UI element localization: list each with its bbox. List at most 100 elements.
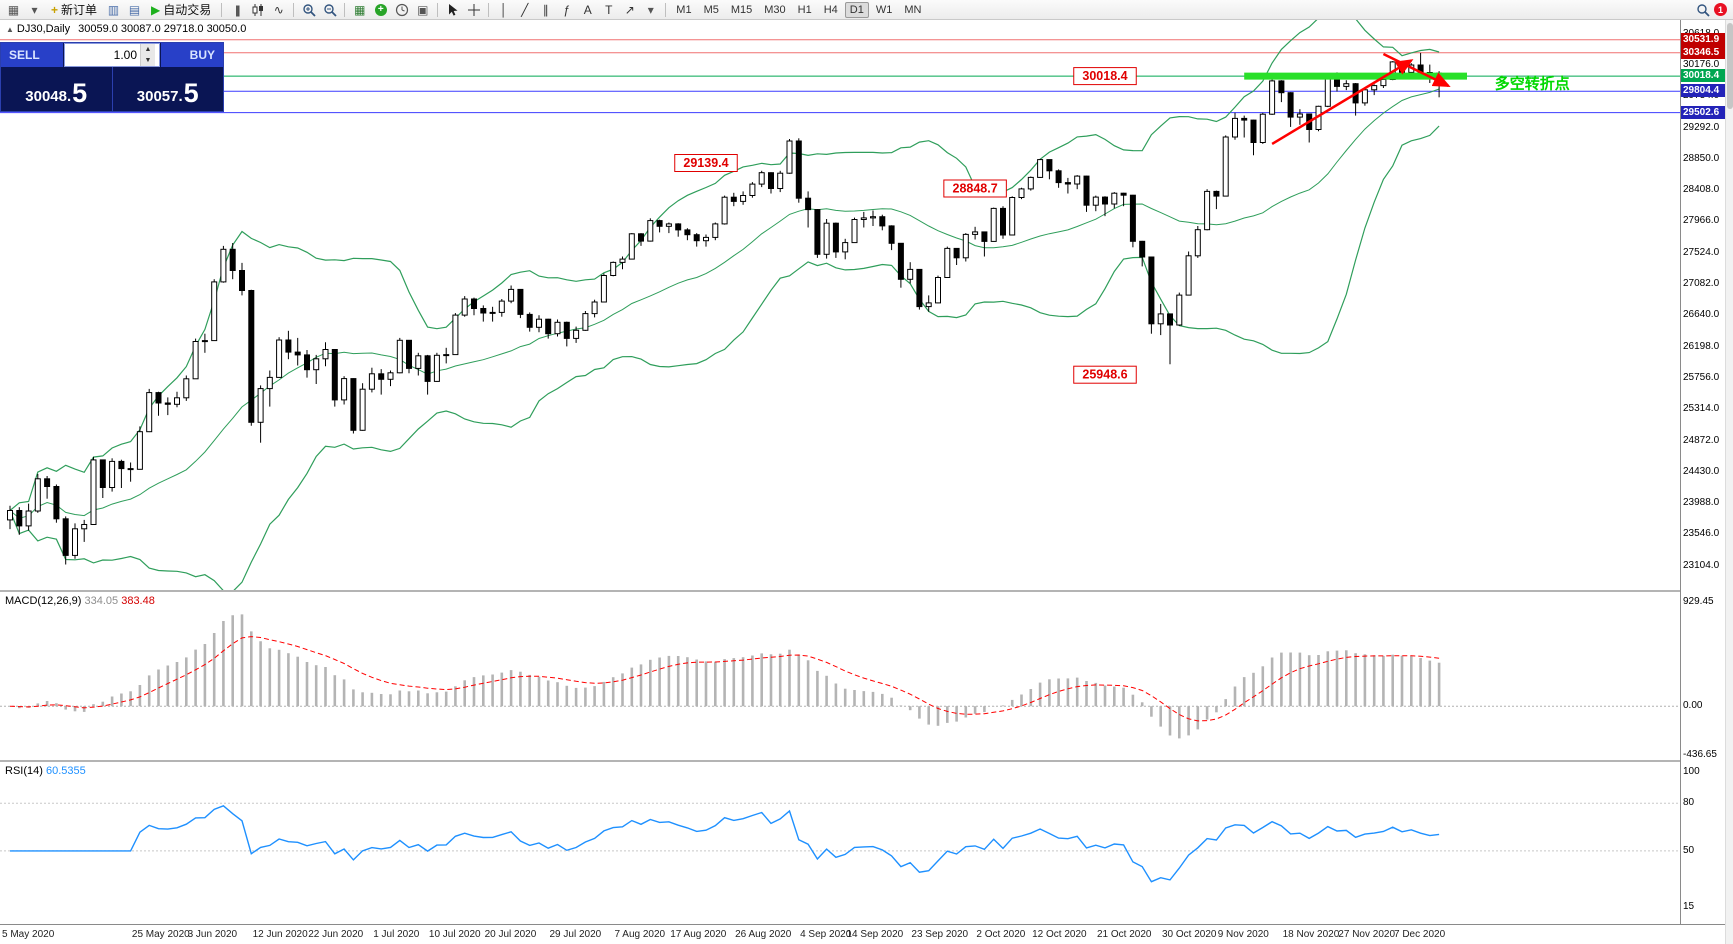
macd-indicator-label: MACD(12,26,9) 334.05 383.48 (5, 595, 155, 607)
buy-price-big: 5 (183, 78, 199, 108)
price-tag: 30018.4 (1681, 69, 1725, 83)
axis-tick-label: 23104.0 (1683, 559, 1720, 571)
timeframe-M5-button[interactable]: M5 (703, 3, 719, 16)
svg-text:28848.7: 28848.7 (953, 182, 998, 196)
vertical-line-icon[interactable]: │ (500, 2, 508, 17)
price-annotation[interactable]: 25948.6 (1073, 365, 1137, 384)
crosshair-icon[interactable] (464, 2, 483, 18)
timeframe-H1-button[interactable]: H1 (797, 3, 812, 16)
svg-text:29139.4: 29139.4 (683, 156, 728, 170)
price-annotation[interactable]: 28848.7 (943, 179, 1007, 198)
axis-tick-label: 29292.0 (1683, 121, 1720, 133)
volume-spinner: ▲ ▼ (140, 44, 155, 66)
price-annotation[interactable]: 29139.4 (674, 154, 738, 172)
axis-tick-label: 26198.0 (1683, 340, 1720, 352)
bar-chart-type-icon[interactable]: ||| (235, 2, 240, 17)
date-tick-label: 17 Aug 2020 (670, 929, 727, 940)
trend-arrow[interactable] (1271, 59, 1414, 145)
rsi-panel[interactable] (0, 762, 1680, 924)
date-tick-label: 23 Sep 2020 (911, 929, 969, 940)
main-chart-panel[interactable]: 30018.4 29139.4 28848.7 25948.6 多空转折点 (0, 20, 1680, 590)
timeframe-M15-button[interactable]: M15 (730, 3, 753, 16)
rsi-name: RSI(14) (5, 765, 43, 777)
toolbar-separator (344, 2, 346, 17)
axis-tick-label: 24430.0 (1683, 465, 1720, 477)
date-tick-label: 5 May 2020 (2, 929, 55, 940)
ohlc-label: 30059.0 30087.0 29718.0 30050.0 (78, 23, 247, 35)
date-tick-label: 4 Sep 2020 (800, 929, 852, 940)
buy-price[interactable]: 30057. 5 (113, 67, 224, 111)
new-order-button[interactable]: + 新订单 (46, 2, 102, 18)
candlestick-type-icon[interactable] (248, 2, 267, 18)
toolbar-separator (293, 2, 295, 17)
sell-price[interactable]: 30048. 5 (1, 67, 113, 111)
date-tick-label: 12 Jun 2020 (252, 929, 308, 940)
sell-price-big: 5 (72, 78, 88, 108)
bollinger-lower-band (9, 125, 1440, 590)
date-tick-label: 3 Jun 2020 (187, 929, 238, 940)
axis-tick-label: 28850.0 (1683, 152, 1720, 164)
axis-tick-label: 27524.0 (1683, 246, 1720, 258)
timeframe-D1-button[interactable]: D1 (844, 1, 869, 18)
macd-main-value: 334.05 (84, 595, 119, 607)
date-tick-label: 29 Jul 2020 (549, 929, 602, 940)
panel-separator[interactable] (0, 590, 1733, 592)
new-chart-icon[interactable]: ▦ (7, 2, 20, 17)
timeframe-M1-button[interactable]: M1 (676, 3, 692, 16)
template-icon[interactable]: ▣ (417, 2, 429, 17)
trend-arrow[interactable] (1382, 52, 1451, 88)
label-icon[interactable]: T (605, 2, 613, 17)
date-tick-label: 7 Aug 2020 (614, 929, 666, 940)
shapes-dropdown-icon[interactable]: ▾ (647, 2, 654, 17)
timeframe-MN-button[interactable]: MN (904, 3, 922, 16)
price-axis[interactable]: 23104.0 23546.0 23988.0 24430.0 24872.0 25314… (1680, 20, 1726, 924)
chart-window[interactable]: 30018.4 29139.4 28848.7 25948.6 多空转折点 23104.… (0, 20, 1733, 944)
date-tick-label: 1 Jul 2020 (373, 929, 420, 940)
axis-tick-label: 23546.0 (1683, 528, 1720, 540)
sell-button[interactable]: SELL (1, 43, 64, 67)
axis-tick-label: 25314.0 (1683, 403, 1720, 415)
cursor-icon[interactable] (443, 2, 462, 18)
zoom-in-icon[interactable] (299, 2, 318, 18)
notification-badge[interactable]: 1 (1714, 3, 1727, 16)
date-axis[interactable]: 5 May 2020 25 May 2020 3 Jun 2020 12 Jun 20… (0, 924, 1725, 944)
zoom-out-icon[interactable] (320, 2, 339, 18)
line-chart-type-icon[interactable]: ∿ (273, 2, 284, 17)
macd-signal-value: 383.48 (121, 595, 155, 607)
shapes-icon[interactable]: ↗ (624, 2, 635, 17)
tile-windows-icon[interactable]: ▦ (354, 2, 366, 17)
auto-trading-button-label: 自动交易 (163, 3, 212, 17)
text-icon[interactable]: A (583, 2, 592, 17)
macd-panel[interactable] (0, 592, 1680, 760)
axis-tick-label: 27966.0 (1683, 215, 1720, 227)
volume-down-button[interactable]: ▼ (141, 55, 155, 66)
volume-input[interactable] (65, 44, 140, 66)
date-tick-label: 27 Nov 2020 (1338, 929, 1396, 940)
panel-separator[interactable] (0, 760, 1733, 762)
new-order-button-icon: + (51, 2, 59, 17)
data-window-icon[interactable]: ▤ (128, 2, 141, 17)
date-tick-label: 14 Sep 2020 (846, 929, 904, 940)
search-icon[interactable] (1693, 2, 1712, 18)
timeframe-M30-button[interactable]: M30 (764, 3, 786, 16)
periods-icon[interactable] (392, 2, 411, 18)
buy-button[interactable]: BUY (160, 43, 223, 67)
channel-icon[interactable]: ∥ (542, 2, 549, 17)
toolbar: ▦ ▾ + 新订单 ▥ ▤ ▶ 自动交易 ||| ∿ ▦ + ▣ │ ╱ ∥ ƒ A T ↗ ▾ M1 M5 M15 M30 H1… (0, 0, 1733, 20)
vertical-scrollbar[interactable] (1725, 20, 1733, 944)
timeframe-W1-button[interactable]: W1 (875, 3, 893, 16)
volume-field: ▲ ▼ (64, 43, 160, 67)
turning-point-note[interactable]: 多空转折点 (1495, 75, 1570, 93)
volume-up-button[interactable]: ▲ (141, 44, 155, 55)
buy-price-main: 30057. (136, 88, 183, 105)
trendline-icon[interactable]: ╱ (521, 2, 529, 17)
auto-trading-button[interactable]: ▶ 自动交易 (146, 2, 216, 18)
svg-text:30018.4: 30018.4 (1082, 69, 1127, 83)
add-indicator-icon[interactable]: + (371, 2, 390, 18)
chart-list-dropdown-icon[interactable]: ▾ (31, 2, 38, 17)
fibonacci-icon[interactable]: ƒ (563, 2, 571, 17)
market-watch-icon[interactable]: ▥ (107, 2, 120, 17)
timeframe-H4-button[interactable]: H4 (823, 3, 838, 16)
scrollbar-thumb[interactable] (1727, 23, 1733, 109)
price-annotation[interactable]: 30018.4 (1073, 67, 1137, 86)
